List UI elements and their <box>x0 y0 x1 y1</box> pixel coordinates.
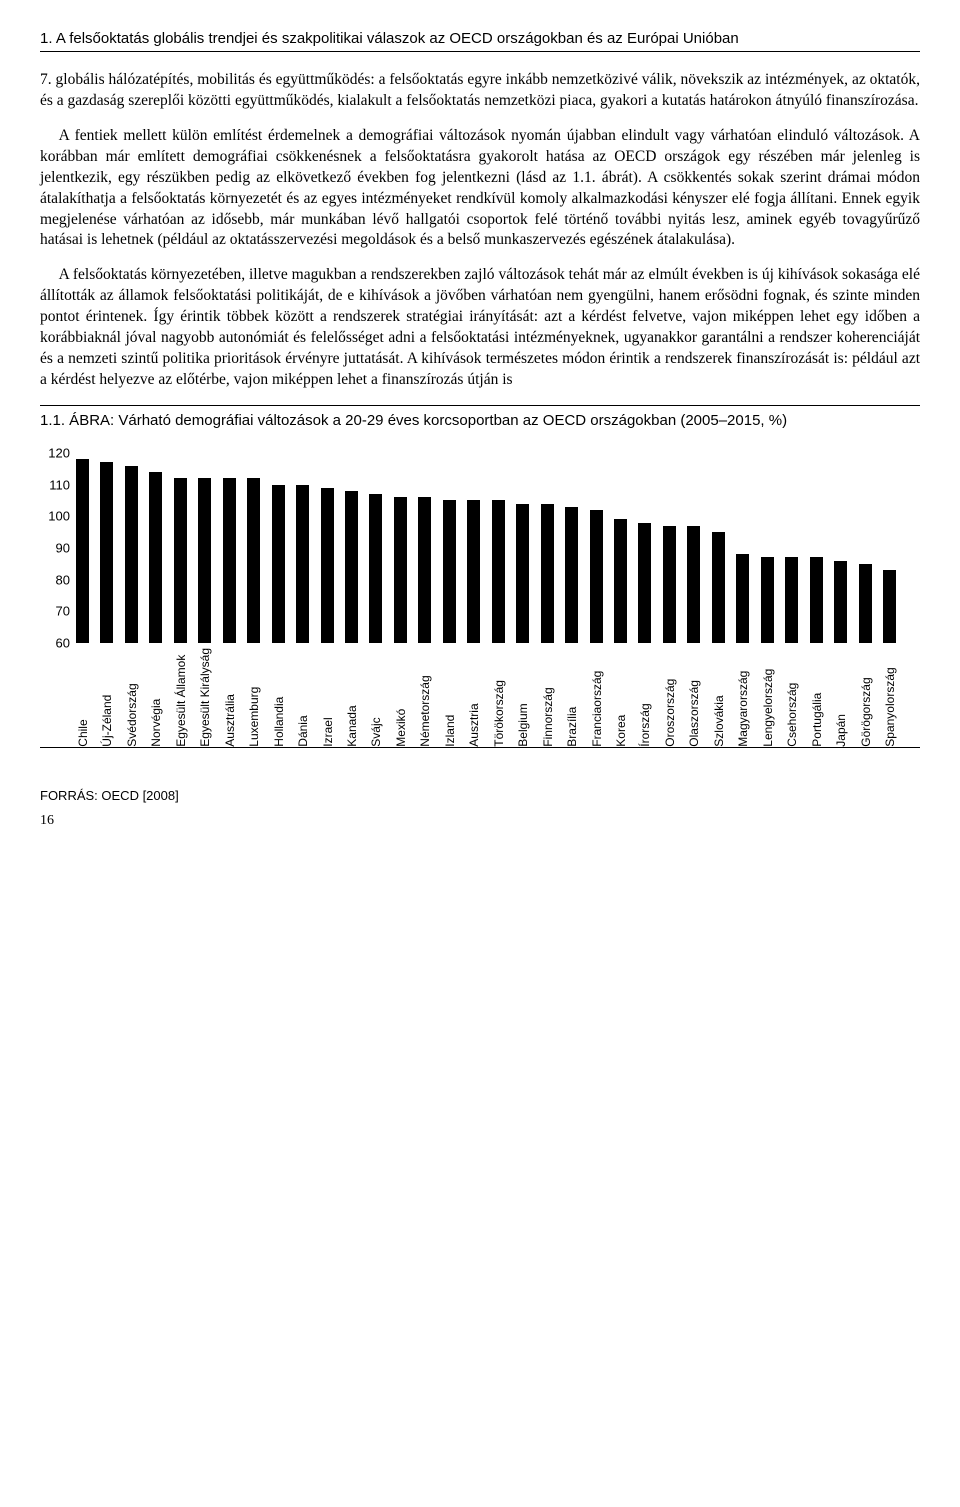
chart-bar <box>785 557 798 643</box>
y-tick-label: 100 <box>48 509 70 524</box>
x-tick-label: Izland <box>443 648 456 747</box>
y-tick-label: 70 <box>56 604 70 619</box>
chart-bar <box>443 500 456 643</box>
paragraph-2: A felsőoktatás környezetében, illetve ma… <box>40 265 920 391</box>
x-tick-label: Ausztrália <box>223 648 236 747</box>
x-tick-label: Belgium <box>516 648 529 747</box>
chart-bar <box>590 510 603 643</box>
chart-bar <box>614 519 627 643</box>
header-rule <box>40 51 920 52</box>
x-tick-label: Szlovákia <box>712 648 725 747</box>
chart-bar <box>467 500 480 643</box>
x-tick-label: Japán <box>834 648 847 747</box>
paragraph-1: A fentiek mellett külön említést érdemel… <box>40 126 920 252</box>
x-tick-label: Csehország <box>785 648 798 747</box>
x-tick-label: Írország <box>638 648 651 747</box>
x-tick-label: Olaszország <box>687 648 700 747</box>
chart-bar <box>321 488 334 643</box>
chart-bar <box>516 504 529 643</box>
x-tick-label: Oroszország <box>663 648 676 747</box>
chart-bar <box>369 494 382 643</box>
list-item-number: 7. <box>40 71 52 88</box>
page-header-title: 1. A felsőoktatás globális trendjei és s… <box>40 30 920 47</box>
x-tick-label: Ausztria <box>467 648 480 747</box>
chart-bar <box>198 478 211 643</box>
x-tick-label: Svájc <box>369 648 382 747</box>
chart-bar <box>272 485 285 643</box>
chart-plot-area <box>76 453 896 643</box>
chart-bar <box>492 500 505 643</box>
x-tick-label: Norvégia <box>149 648 162 747</box>
x-tick-label: Görögország <box>859 648 872 747</box>
x-tick-label: Törökország <box>492 648 505 747</box>
x-tick-label: Mexikó <box>394 648 407 747</box>
chart-bar <box>687 526 700 643</box>
chart-bar <box>834 561 847 643</box>
chart-bar <box>149 472 162 643</box>
chart-bar <box>418 497 431 643</box>
chart-bar <box>76 459 89 643</box>
chart-bar <box>638 523 651 643</box>
chart-bar <box>100 462 113 643</box>
list-item-7: 7. globális hálózatépítés, mobilitás és … <box>40 70 920 112</box>
x-tick-label: Portugália <box>810 648 823 747</box>
x-tick-label: Finnország <box>541 648 554 747</box>
chart-bar <box>883 570 896 643</box>
chart-bar <box>174 478 187 643</box>
x-tick-label: Lengyelország <box>761 648 774 747</box>
chart-y-axis: 60708090100110120 <box>40 453 74 643</box>
x-tick-label: Izrael <box>321 648 334 747</box>
x-tick-label: Franciaország <box>590 648 603 747</box>
chart-bar <box>296 485 309 643</box>
bar-chart: 60708090100110120 ChileÚj-ZélandSvédorsz… <box>40 453 900 733</box>
x-tick-label: Spanyolország <box>883 648 896 747</box>
y-tick-label: 90 <box>56 540 70 555</box>
chart-bar <box>565 507 578 643</box>
chart-bar <box>345 491 358 643</box>
x-tick-label: Chile <box>76 648 89 747</box>
chart-bar <box>541 504 554 643</box>
x-tick-label: Magyarország <box>736 648 749 747</box>
page-number: 16 <box>40 813 920 829</box>
x-tick-label: Hollandia <box>272 648 285 747</box>
chart-bar <box>394 497 407 643</box>
x-tick-label: Új-Zéland <box>100 648 113 747</box>
chart-bars-container <box>76 453 896 643</box>
chart-bar <box>859 564 872 643</box>
list-item-text: globális hálózatépítés, mobilitás és egy… <box>40 71 920 109</box>
x-tick-label: Svédország <box>125 648 138 747</box>
x-tick-label: Luxemburg <box>247 648 260 747</box>
y-tick-label: 120 <box>48 445 70 460</box>
y-tick-label: 80 <box>56 572 70 587</box>
chart-bar <box>247 478 260 643</box>
x-tick-label: Dánia <box>296 648 309 747</box>
x-tick-label: Németország <box>418 648 431 747</box>
chart-bar <box>663 526 676 643</box>
y-tick-label: 60 <box>56 635 70 650</box>
chart-bar <box>223 478 236 643</box>
figure-source: FORRÁS: OECD [2008] <box>40 788 920 803</box>
x-tick-label: Brazília <box>565 648 578 747</box>
figure-bottom-rule <box>40 747 920 748</box>
figure-title: 1.1. ÁBRA: Várható demográfiai változáso… <box>40 412 920 429</box>
chart-bar <box>761 557 774 643</box>
x-tick-label: Korea <box>614 648 627 747</box>
x-tick-label: Egyesült Államok <box>174 648 187 747</box>
x-tick-label: Kanada <box>345 648 358 747</box>
x-tick-label: Egyesült Királyság <box>198 648 211 747</box>
chart-bar <box>125 466 138 643</box>
y-tick-label: 110 <box>49 477 70 492</box>
figure-top-rule <box>40 405 920 406</box>
chart-x-axis: Chile Új-Zéland Svédország Norvégia Egyesült… <box>76 648 896 747</box>
chart-bar <box>712 532 725 643</box>
chart-bar <box>810 557 823 643</box>
chart-bar <box>736 554 749 643</box>
